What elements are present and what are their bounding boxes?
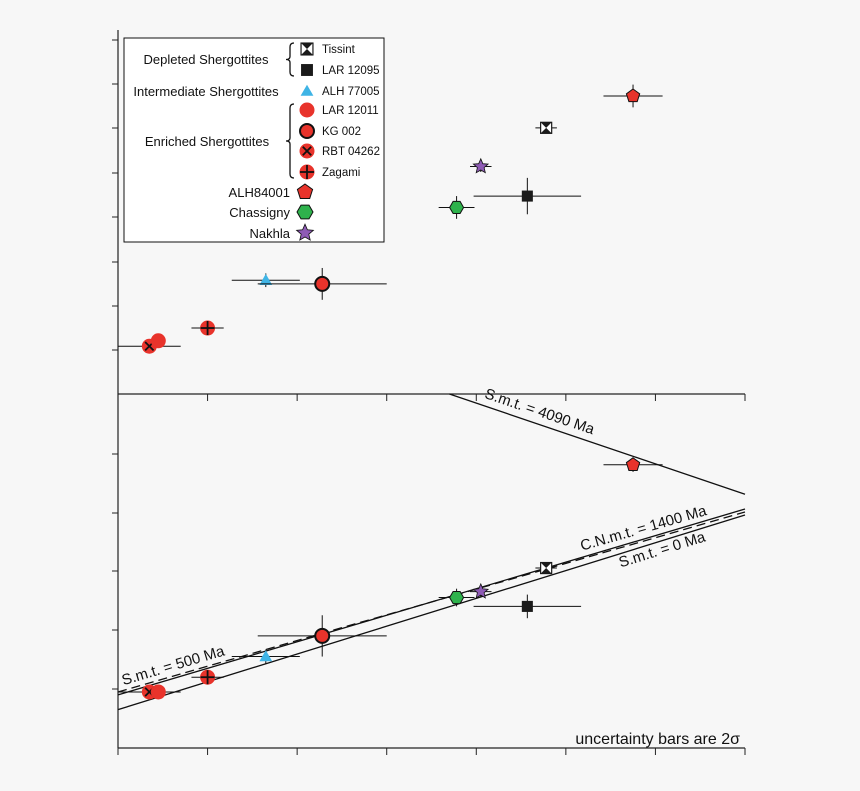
tissint-marker-tri: [540, 122, 552, 128]
alh84001-marker: [625, 88, 641, 103]
alh-77005-marker: [259, 650, 273, 662]
data-point: [535, 121, 557, 134]
legend-nakhla-symbol: [295, 223, 315, 241]
legend-lar-12011-symbol: [299, 102, 315, 118]
chassigny-marker: [449, 591, 465, 605]
data-point: [191, 320, 224, 336]
legend-entry-label: KG 002: [322, 126, 361, 138]
legend-brace: [285, 42, 295, 77]
legend-entry-label: LAR 12095: [322, 65, 380, 77]
data-point: [473, 177, 582, 215]
legend-group-label: Depleted Shergottites: [143, 52, 269, 67]
data-point: [231, 649, 300, 664]
legend-group-label: Intermediate Shergottites: [133, 84, 279, 99]
tissint-marker-tri: [540, 562, 552, 569]
kg-002-marker: [314, 627, 331, 644]
reference-line: [117, 508, 746, 696]
data-point: [438, 588, 475, 607]
lar-12095-marker: [521, 600, 533, 612]
reference-line: [449, 393, 746, 495]
reference-lines: S.m.t. = 4090 MaC.N.m.t. = 1400 MaS.m.t.…: [117, 385, 746, 711]
legend-kg-002-symbol: [299, 123, 315, 139]
data-point: [603, 84, 663, 108]
data-point: [231, 273, 300, 288]
data-point: [257, 267, 387, 300]
data-point: [535, 561, 557, 575]
data-point: [191, 669, 224, 685]
nakhla-marker: [472, 582, 490, 599]
legend-entry-label: Tissint: [322, 44, 356, 56]
axes: [112, 30, 746, 755]
lar-12095-marker: [521, 190, 533, 202]
legend-rbt-04262-symbol-cross: [302, 146, 312, 156]
lar-12011-marker: [150, 684, 166, 700]
legend-alh84001-symbol: [296, 183, 314, 199]
legend-chassigny-symbol: [296, 204, 314, 220]
legend-box: [123, 37, 385, 243]
legend-entry-label: Chassigny: [229, 205, 290, 220]
data-point: [470, 582, 492, 599]
legend-entry-label: LAR 12011: [322, 105, 379, 117]
tissint-marker-tri: [540, 568, 552, 574]
lar-12011-marker: [150, 333, 166, 349]
alh-77005-marker: [259, 273, 273, 285]
legend-brace: [285, 103, 295, 179]
data-point: [603, 457, 663, 472]
data-point: [470, 157, 492, 174]
data-point: [257, 615, 387, 657]
data-point: [473, 594, 582, 619]
data-points: [118, 84, 663, 700]
legend-tissint-symbol-tri: [301, 43, 313, 49]
data-point: [150, 333, 166, 349]
legend-entry-label: Zagami: [322, 167, 360, 179]
legend-lar-12095-symbol: [301, 64, 313, 76]
legend-entry-label: ALH 77005: [322, 86, 380, 98]
data-point: [438, 196, 475, 219]
chassigny-marker: [449, 200, 465, 214]
uncertainty-annotation: uncertainty bars are 2σ: [575, 731, 740, 748]
legend-entry-label: Nakhla: [250, 226, 291, 241]
legend: Depleted Shergottites Tissint LAR 12095 Int…: [123, 37, 385, 243]
legend-tissint-symbol-tri: [301, 49, 313, 55]
data-point: [150, 684, 166, 700]
legend-alh-77005-symbol: [300, 84, 314, 96]
tissint-marker-tri: [540, 127, 552, 134]
kg-002-marker: [314, 275, 331, 292]
data-point: [118, 338, 181, 354]
nakhla-marker: [472, 157, 490, 174]
legend-entry-label: ALH84001: [229, 185, 290, 200]
alh84001-marker: [625, 457, 641, 471]
legend-entry-label: RBT 04262: [322, 146, 380, 158]
legend-group-label: Enriched Shergottites: [145, 134, 270, 149]
reference-line-label: S.m.t. = 4090 Ma: [483, 385, 598, 438]
